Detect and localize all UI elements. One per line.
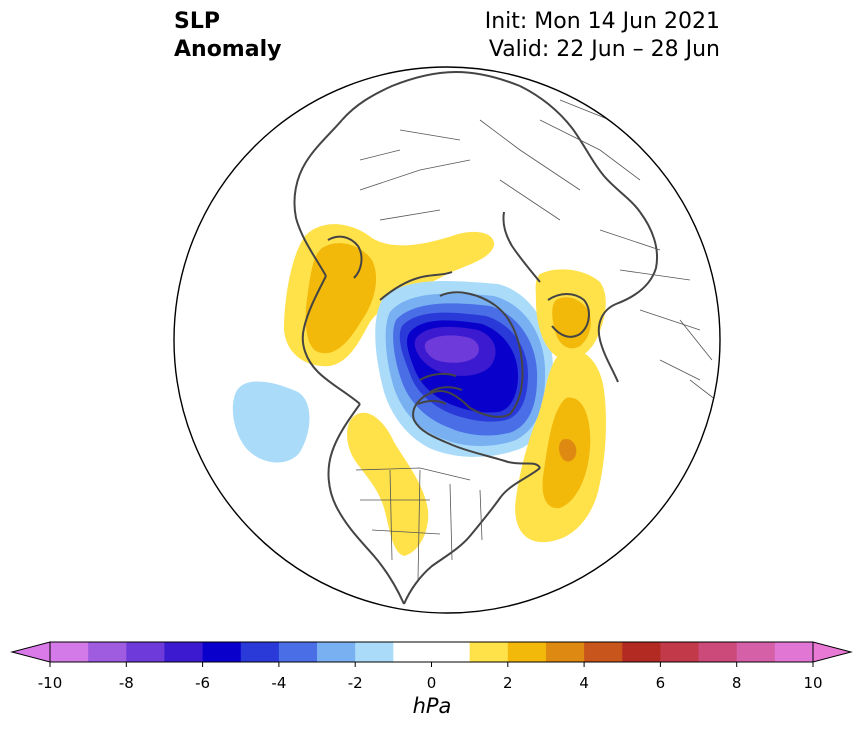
colorbar-tick-label: 6 (655, 674, 666, 692)
colorbar-bin-0 (50, 642, 89, 662)
init-date: Init: Mon 14 Jun 2021 (484, 9, 720, 34)
colorbar-bin-9 (393, 642, 471, 662)
north-atlantic-high (515, 349, 606, 543)
colorbar-tick-label: 2 (503, 674, 513, 692)
central-north-america-high (347, 412, 429, 556)
colorbar-tick-label: 4 (579, 674, 589, 692)
colorbar-bin-6 (278, 642, 318, 662)
colorbar-unit-label: hPa (412, 694, 452, 718)
title-variable: SLP (174, 9, 220, 34)
colorbar-under-arrow (10, 641, 51, 663)
colorbar-bin-1 (88, 642, 127, 662)
colorbar-bin-16 (698, 642, 738, 662)
coastlines (293, 70, 658, 605)
colorbar-bin-2 (126, 642, 165, 662)
colorbar-bin-7 (317, 642, 356, 662)
colorbar-tick-label: -4 (271, 674, 287, 692)
borders (355, 99, 717, 581)
colorbar-bin-17 (736, 642, 776, 662)
colorbar-bin-8 (355, 642, 394, 662)
polar-map (173, 66, 721, 614)
title-subtitle: Anomaly (174, 37, 282, 62)
colorbar-tick-label: 10 (803, 674, 823, 692)
north-pacific-low (232, 381, 310, 463)
valid-range: Valid: 22 Jun – 28 Jun (488, 37, 720, 62)
colorbar (10, 641, 853, 667)
colorbar-bin-14 (622, 642, 661, 662)
colorbar-bin-4 (202, 642, 242, 662)
colorbar-tick-label: -6 (195, 674, 211, 692)
colorbar-bin-5 (240, 642, 280, 662)
forecast-dates: Init: Mon 14 Jun 2021 Valid: 22 Jun – 28… (485, 8, 720, 64)
colorbar-tick-label: -8 (118, 674, 134, 692)
colorbar-bin-12 (545, 642, 585, 662)
colorbar-tick-label: 0 (426, 674, 437, 692)
colorbar-tick-label: -2 (347, 674, 363, 692)
colorbar-bin-11 (507, 642, 547, 662)
colorbar-tick-label: -10 (37, 674, 63, 692)
colorbar-bin-18 (774, 642, 814, 662)
map-title: SLP Anomaly (174, 8, 281, 64)
colorbar-bin-10 (469, 642, 509, 662)
map-boundary (173, 66, 721, 614)
colorbar-bin-3 (164, 642, 204, 662)
colorbar-bin-13 (584, 642, 623, 662)
colorbar-over-arrow (812, 641, 853, 663)
colorbar-tick-label: 8 (731, 674, 742, 692)
colorbar-bin-15 (660, 642, 700, 662)
